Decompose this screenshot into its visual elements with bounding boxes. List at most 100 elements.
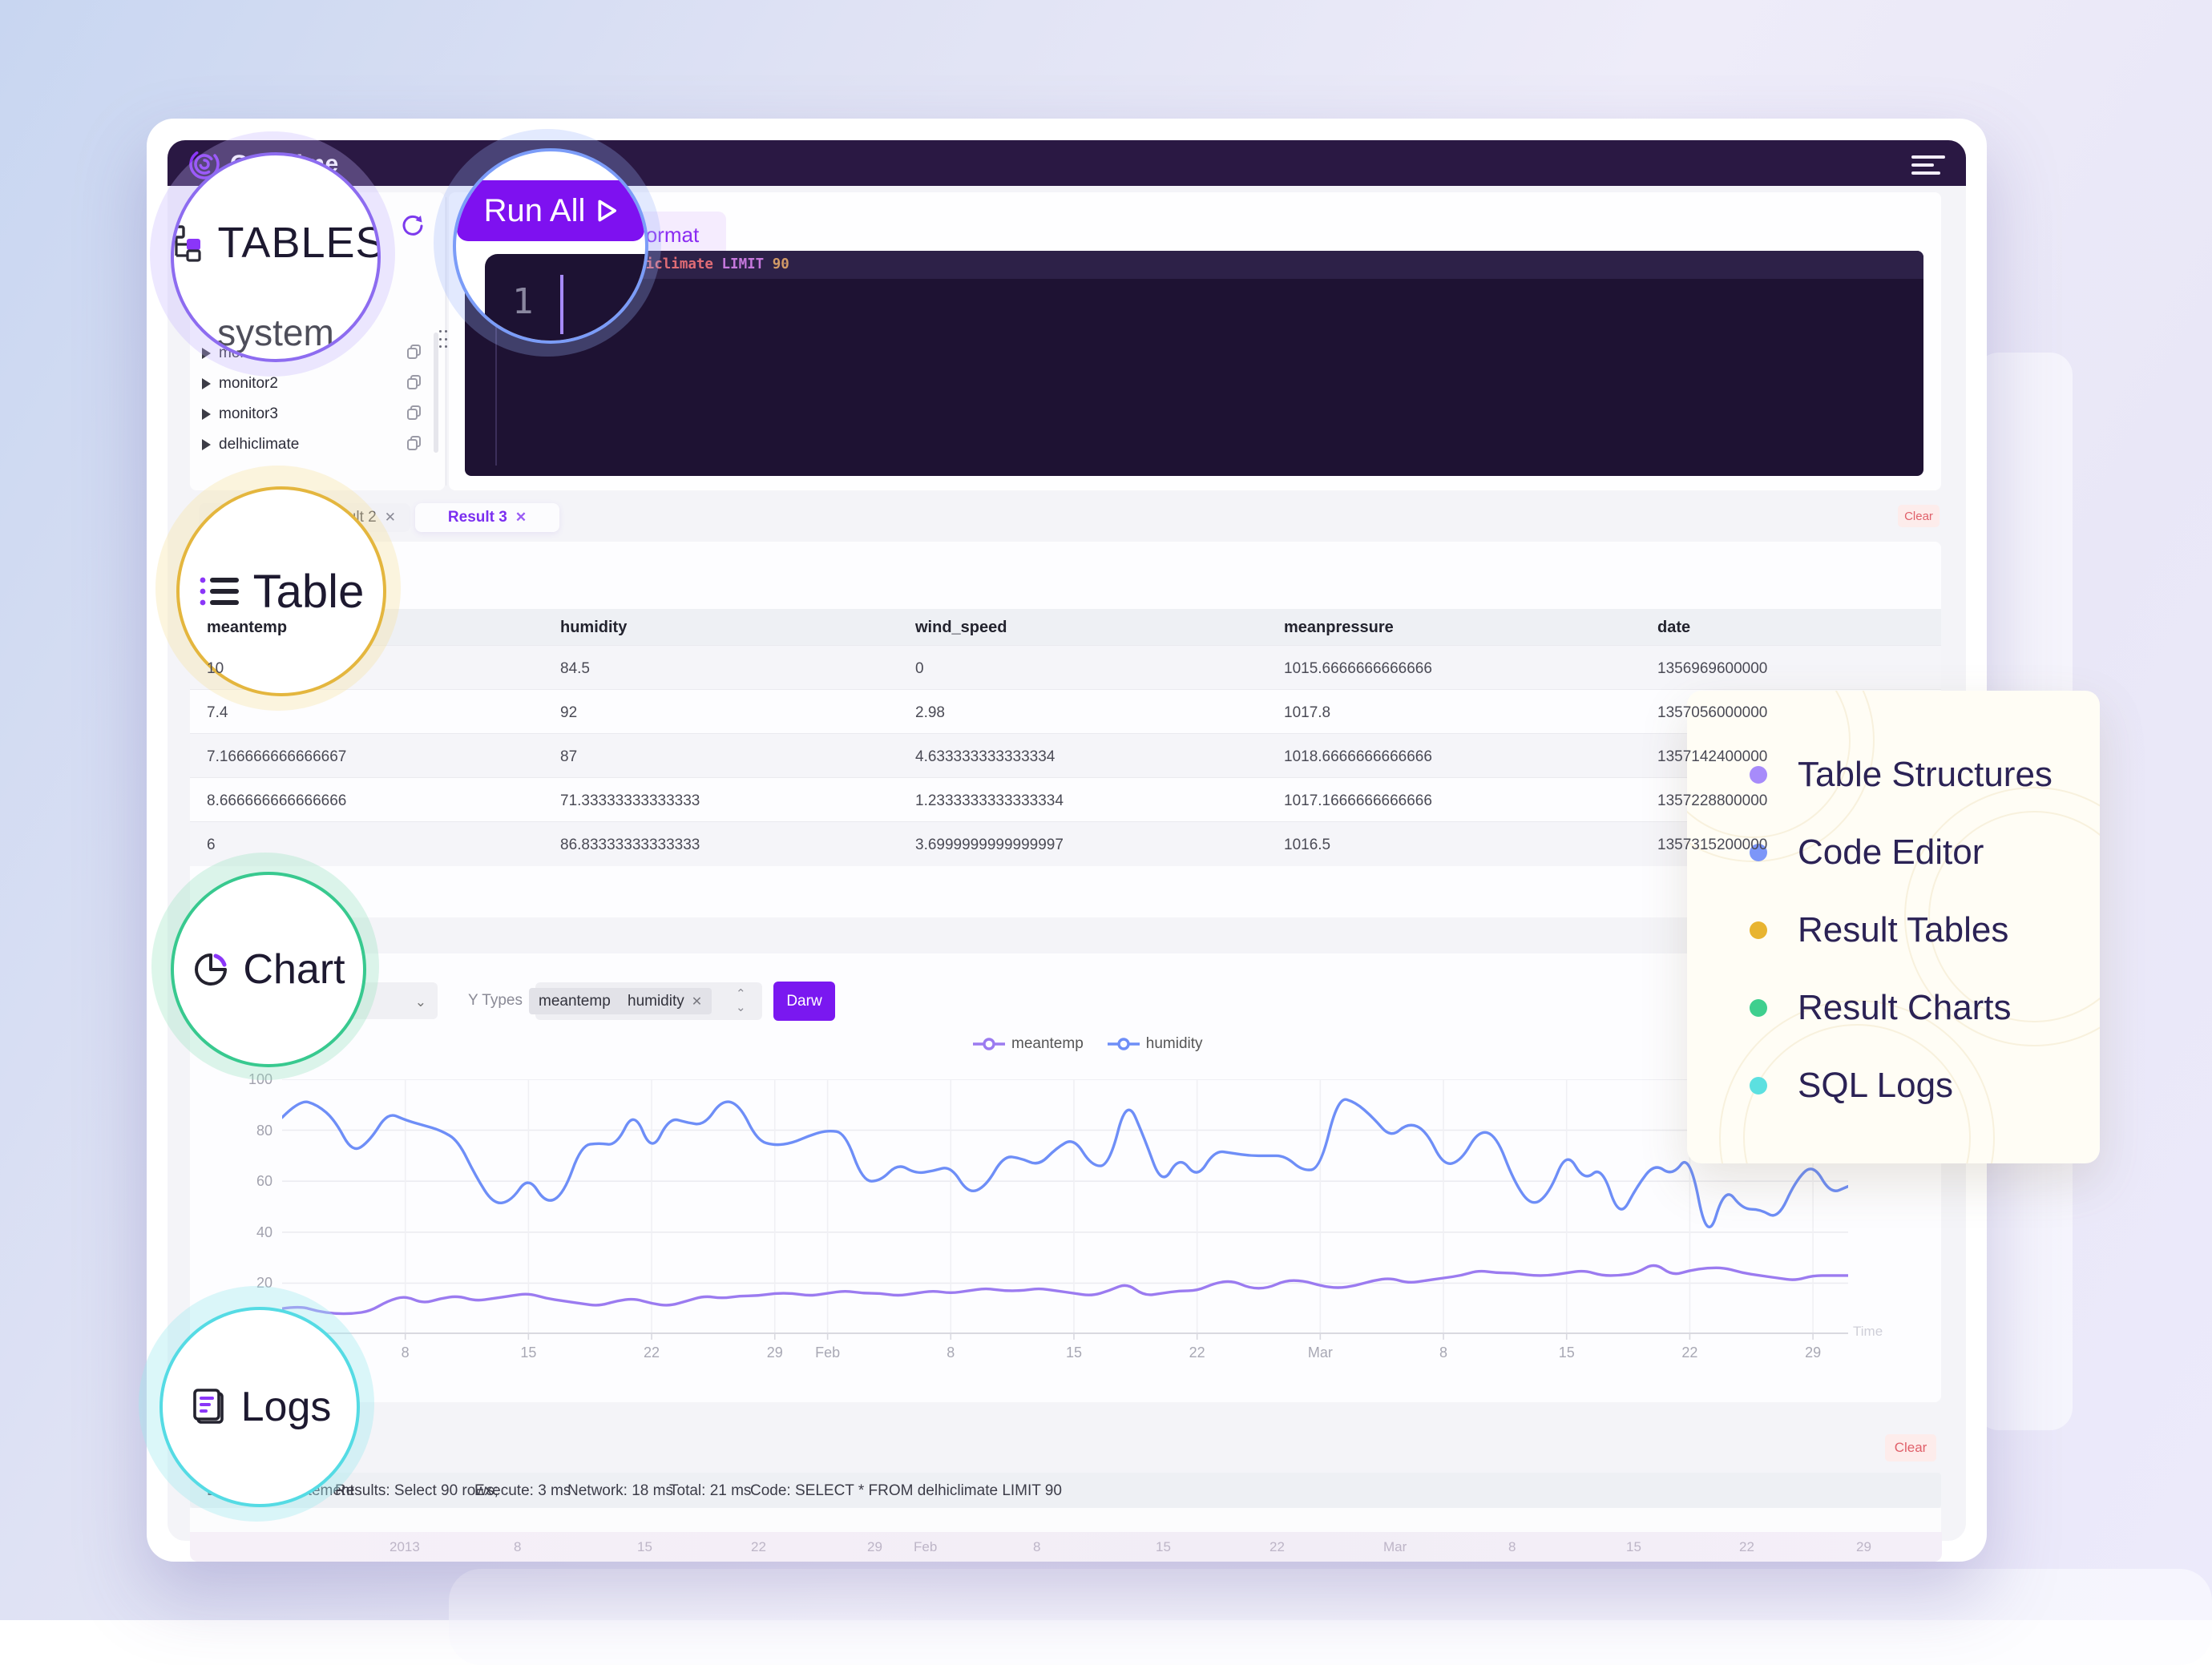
copy-icon[interactable] [406,404,423,421]
ghost-axis-label: 2013 [390,1539,420,1554]
table-cell: 4.633333333333334 [915,748,1056,765]
table-cell: 1016.5 [1284,837,1331,853]
x-axis-tick: Feb [815,1344,841,1361]
ghost-axis-label: 8 [514,1539,522,1554]
ghost-axis-label: 15 [1156,1539,1171,1554]
selected-y-type-humidity[interactable]: humidity ✕ [618,988,712,1014]
table-cell: 84.5 [560,660,590,677]
refresh-icon[interactable] [401,213,425,237]
y-axis-tick: 100 [248,1071,272,1087]
tables-annotation-circle: TABLES system [171,152,381,362]
legend-item-meantemp[interactable]: meantemp [973,1035,1084,1053]
table-header-row [190,609,1941,646]
copy-icon[interactable] [406,343,423,361]
tables-annotation-label: TABLES [217,219,381,267]
x-axis-tick: 8 [1439,1344,1448,1361]
ghost-axis-label: Feb [914,1539,938,1554]
magnified-editor: 1 [485,254,645,341]
sidebar-item-monitor3[interactable]: monitor3 [202,402,442,426]
editor-caret [560,275,563,334]
table-cell: 1015.6666666666666 [1284,660,1432,677]
column-header-wind_speed: wind_speed [915,619,1007,636]
table-cell: 1356969600000 [1657,660,1768,677]
y-axis-tick: 80 [256,1122,272,1139]
table-cell: 1018.6666666666666 [1284,748,1432,765]
y-axis-tick: 20 [256,1275,272,1292]
expand-arrow-icon[interactable] [202,409,211,420]
logs-annotation-label: Logs [240,1384,332,1430]
feature-label: Result Tables [1798,910,2009,949]
x-axis-tick: Mar [1307,1344,1333,1361]
tables-tree-icon [174,224,204,262]
feature-item: SQL Logs [1750,1066,1953,1106]
ghost-axis-label: 22 [1739,1539,1754,1554]
close-tab-icon[interactable]: ✕ [515,510,527,525]
expand-arrow-icon[interactable] [202,439,211,450]
table-cell: 8.666666666666666 [207,792,347,809]
expand-arrow-icon[interactable] [202,378,211,389]
table-cell: 71.33333333333333 [560,792,700,809]
sql-editor[interactable]: 1 SELECT * FROM delhiclimate LIMIT 90 [465,251,1923,476]
sidebar-scrollbar[interactable] [434,333,438,453]
table-cell: 7.166666666666667 [207,748,347,765]
table-cell: 1.2333333333333334 [915,792,1064,809]
results-clear-button[interactable]: Clear [1898,505,1940,527]
y-types-label: Y Types [468,992,523,1009]
x-axis-title: Time [1853,1324,1883,1339]
feature-item: Result Charts [1750,988,2012,1028]
table-cell: 1017.1666666666666 [1284,792,1432,809]
logs-clear-button[interactable]: Clear [1885,1434,1936,1461]
row-separator [190,733,1941,734]
ghost-card-bottom [449,1569,2212,1665]
row-separator [190,689,1941,690]
result-tab-3[interactable]: Result 3 ✕ [415,503,559,532]
feature-bullet-icon [1750,766,1767,784]
close-tab-icon[interactable]: ✕ [384,510,396,525]
sidebar-item-delhiclimate[interactable]: delhiclimate [202,433,442,457]
feature-label: Result Charts [1798,988,2012,1027]
x-axis-tick: 8 [401,1344,410,1361]
table-name: delhiclimate [219,436,300,453]
ghost-axis-label: 8 [1033,1539,1041,1554]
table-cell: 1357056000000 [1657,704,1768,721]
feature-item: Result Tables [1750,910,2008,950]
legend-marker-icon [1107,1038,1140,1050]
run-all-annotation-circle: Run All 1 [453,148,648,344]
ghost-axis-label: 22 [1269,1539,1285,1554]
draw-button[interactable]: Darw [773,982,835,1021]
log-entry: Code: SELECT * FROM delhiclimate LIMIT 9… [750,1482,1062,1499]
table-cell: 1357315200000 [1657,837,1768,853]
y-axis-tick: 60 [256,1173,272,1190]
sidebar-item-monitor2[interactable]: monitor2 [202,372,442,396]
log-entry: Network: 18 ms [567,1482,673,1499]
y-axis-tick: 40 [256,1224,272,1240]
copy-icon[interactable] [406,373,423,391]
table-cell: 87 [560,748,578,765]
table-cell: 6 [207,837,216,853]
x-axis-tick: 22 [1189,1344,1205,1361]
remove-tag-icon[interactable]: ✕ [691,994,703,1009]
row-separator [190,645,1941,646]
menu-icon[interactable] [1911,155,1948,175]
magnified-system-node: system [217,312,334,353]
chart-annotation-label: Chart [243,946,345,993]
table-cell: 1017.8 [1284,704,1331,721]
table-cell: 10 [207,660,224,677]
feature-bullet-icon [1750,921,1767,939]
expand-arrow-icon[interactable] [202,348,211,359]
table-cell: 0 [915,660,924,677]
select-stepper-icon[interactable]: ⌃ ⌄ [736,987,746,1014]
copy-icon[interactable] [406,434,423,452]
logs-document-icon [188,1387,228,1427]
table-cell: 1357142400000 [1657,748,1768,765]
legend-marker-icon [973,1038,1005,1050]
table-annotation-label: Table [252,565,365,618]
result-chart-card [190,953,1941,1402]
page-background: Greptime monitor1monitor2monitor3delhicl… [0,0,2212,1620]
ghost-axis-label: 29 [867,1539,882,1554]
chart-legend: meantemp humidity [973,1035,1203,1053]
x-axis-tick: 15 [1065,1344,1082,1361]
table-name: monitor2 [219,375,278,392]
splitter-handle-icon[interactable] [439,330,449,351]
legend-item-humidity[interactable]: humidity [1107,1035,1203,1053]
